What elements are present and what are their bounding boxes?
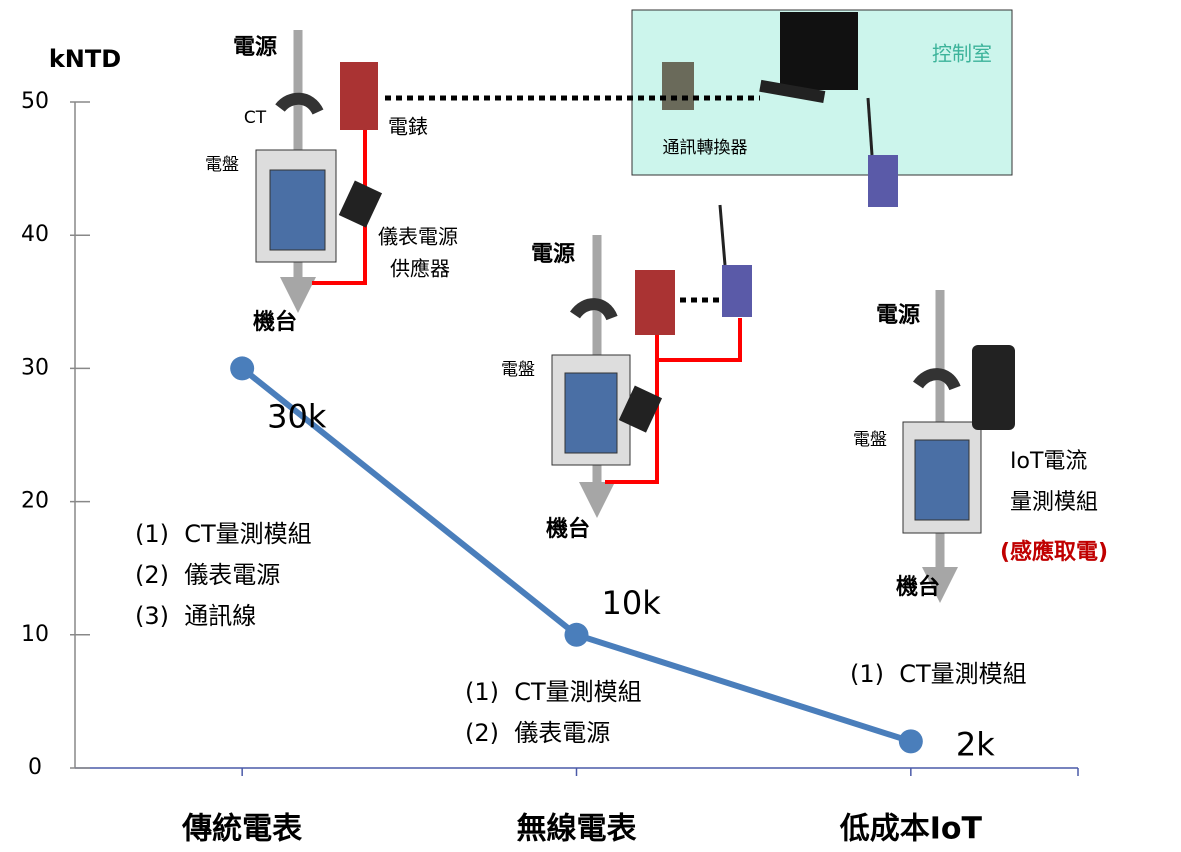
wire [312, 130, 367, 285]
note: (2) 儀表電源 [135, 561, 280, 589]
value-label: 10k [602, 584, 662, 622]
keyboard [759, 79, 826, 103]
meter [635, 270, 675, 335]
y-tick-label: 30 [21, 355, 49, 380]
label: 供應器 [390, 257, 450, 281]
ct [913, 368, 961, 391]
note: (1) CT量測模組 [135, 520, 312, 548]
label: 控制室 [932, 42, 992, 66]
wireless-module [868, 155, 898, 207]
y-tick-label: 40 [21, 222, 49, 247]
label: 電盤 [501, 360, 535, 380]
label: 機台 [253, 309, 297, 335]
iot-module [972, 345, 1015, 430]
note: (1) CT量測模組 [850, 660, 1027, 688]
label: CT [244, 108, 267, 128]
illustration-wireless: 電源 電盤 機台 [501, 204, 752, 542]
y-axis-label: kNTD [49, 45, 121, 73]
label: 電源 [531, 242, 575, 267]
x-tick-label: 低成本IoT [839, 812, 983, 847]
point [230, 356, 255, 381]
label: 電盤 [205, 155, 239, 175]
breaker [914, 439, 970, 521]
x-tick-label: 傳統電表 [181, 812, 302, 847]
label: 機台 [546, 516, 590, 542]
power-supply [618, 385, 663, 433]
label: 儀表電源 [378, 225, 458, 249]
label: 通訊轉換器 [663, 138, 748, 158]
label: 電錶 [388, 115, 428, 139]
illustration-traditional: 電源 CT 電錶 電盤 儀表電源 供應器 機台 控制室 通訊轉換器 [205, 9, 1013, 335]
label: 機台 [896, 574, 940, 600]
y-tick-label: 50 [21, 89, 49, 114]
ct [570, 298, 618, 321]
value-label: 2k [956, 725, 995, 763]
wireless-module [722, 265, 752, 317]
ct [275, 92, 324, 116]
label: 電源 [876, 303, 920, 328]
antenna [866, 97, 874, 156]
note: (1) CT量測模組 [465, 678, 642, 706]
note: (2) 儀表電源 [465, 719, 610, 747]
wire [655, 318, 742, 362]
illustration-iot: 電源 電盤 IoT電流 量測模組 (感應取電) 機台 [853, 290, 1108, 603]
breaker [269, 169, 326, 251]
converter [662, 62, 694, 110]
label: 電盤 [853, 430, 887, 450]
antenna [718, 204, 727, 266]
meter [340, 62, 378, 130]
label: (感應取電) [1000, 539, 1108, 565]
value-label: 30k [267, 397, 327, 435]
computer [780, 12, 858, 90]
y-tick-label: 20 [21, 489, 49, 514]
point [564, 622, 589, 647]
label: 電源 [233, 35, 277, 60]
breaker [564, 372, 618, 454]
power-supply [338, 180, 383, 228]
x-tick-label: 無線電表 [517, 812, 637, 847]
note: (3) 通訊線 [135, 602, 256, 630]
point [898, 729, 923, 754]
label: IoT電流 [1010, 449, 1087, 474]
y-tick-label: 10 [21, 622, 49, 647]
label: 量測模組 [1010, 490, 1098, 515]
y-tick-label: 0 [28, 755, 42, 780]
